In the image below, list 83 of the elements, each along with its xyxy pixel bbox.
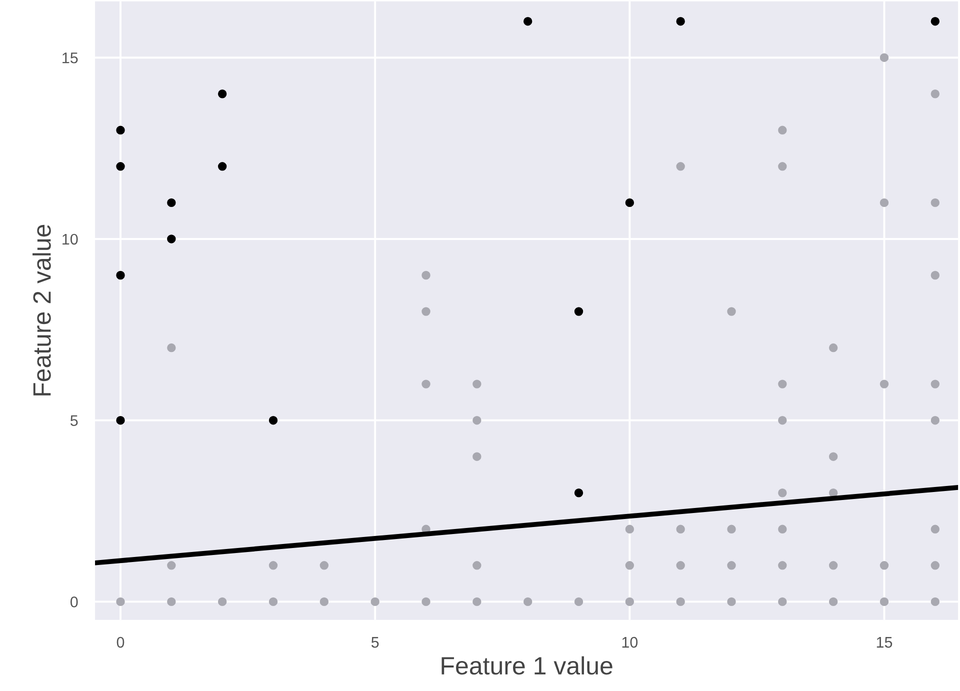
point: [167, 343, 176, 352]
point: [625, 561, 634, 570]
point: [778, 524, 787, 534]
point: [880, 53, 889, 62]
point: [218, 90, 227, 98]
point: [727, 561, 736, 570]
point: [625, 524, 634, 534]
point: [828, 561, 838, 570]
point: [116, 416, 125, 425]
point: [676, 597, 685, 606]
point: [930, 416, 940, 425]
point: [472, 380, 482, 388]
point: [116, 597, 125, 606]
point: [880, 597, 889, 606]
x-tick-label: 5: [371, 637, 379, 648]
x-tick-label: 0: [116, 636, 124, 648]
point: [930, 380, 940, 388]
point: [676, 524, 685, 534]
point: [268, 416, 278, 425]
point: [422, 270, 430, 280]
point: [778, 597, 787, 606]
point: [625, 198, 634, 208]
point: [167, 561, 176, 570]
point: [778, 488, 787, 498]
point: [268, 597, 278, 606]
point: [574, 488, 584, 498]
point: [523, 597, 532, 606]
point: [116, 126, 125, 135]
point: [727, 597, 736, 606]
point: [828, 343, 838, 352]
x-tick-label: 15: [876, 637, 892, 648]
point: [625, 597, 634, 606]
y-tick-label: 15: [62, 52, 78, 64]
point: [167, 198, 176, 208]
point: [930, 198, 940, 208]
y-tick-label: 5: [70, 415, 78, 426]
point: [828, 452, 838, 461]
point: [778, 380, 787, 388]
point: [574, 307, 584, 316]
point: [574, 597, 584, 606]
y-tick-label: 0: [70, 596, 78, 608]
point: [930, 561, 940, 570]
point: [930, 270, 940, 280]
point: [778, 561, 787, 570]
y-tick-label: 10: [62, 234, 78, 245]
point: [167, 597, 176, 606]
point: [880, 380, 889, 388]
x-tick-label: 10: [622, 636, 638, 648]
point: [828, 488, 838, 498]
point: [268, 561, 278, 570]
point: [472, 561, 482, 570]
point: [422, 307, 430, 316]
point: [320, 561, 329, 570]
point: [930, 16, 940, 26]
point: [676, 162, 685, 171]
point: [472, 416, 482, 425]
point: [778, 416, 787, 425]
point: [422, 380, 430, 388]
point: [930, 90, 940, 98]
point: [727, 307, 736, 316]
point: [472, 597, 482, 606]
point: [676, 561, 685, 570]
point: [320, 597, 329, 606]
point: [930, 524, 940, 534]
point: [472, 452, 482, 461]
point: [422, 597, 430, 606]
point: [370, 597, 380, 606]
point: [676, 16, 685, 26]
point: [778, 126, 787, 135]
y-axis-title: Feature 2 value: [32, 224, 51, 396]
point: [778, 162, 787, 171]
point: [116, 162, 125, 171]
point: [930, 597, 940, 606]
point: [880, 561, 889, 570]
point: [116, 270, 125, 280]
point: [523, 16, 532, 26]
point: [218, 597, 227, 606]
point: [880, 198, 889, 208]
point: [828, 597, 838, 606]
point: [218, 162, 227, 171]
point: [167, 234, 176, 244]
x-axis-title: Feature 1 value: [442, 656, 612, 675]
point: [727, 524, 736, 534]
